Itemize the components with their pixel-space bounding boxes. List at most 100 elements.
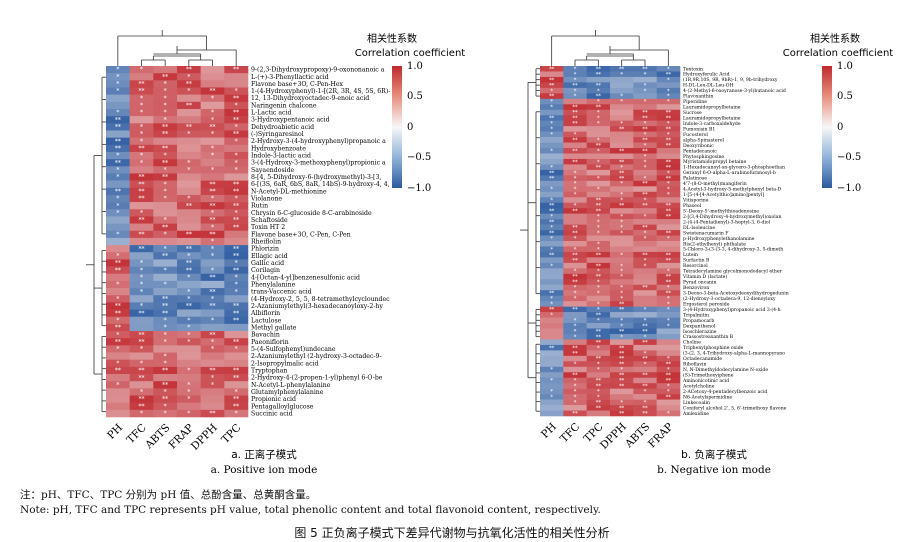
legend-title-en: Correlation coefficient bbox=[783, 48, 894, 59]
significance-mark: ** bbox=[642, 373, 648, 379]
significance-mark: ** bbox=[572, 159, 578, 165]
significance-mark: ** bbox=[619, 405, 625, 411]
heatmap-cell bbox=[153, 402, 178, 411]
significance-mark: ** bbox=[210, 368, 216, 375]
significance-mark: ** bbox=[162, 224, 168, 231]
row-label: Lutein bbox=[683, 252, 698, 258]
significance-mark: * bbox=[620, 121, 623, 127]
heatmap-cell bbox=[200, 123, 225, 131]
heatmap-cell bbox=[586, 328, 611, 335]
significance-mark: * bbox=[574, 395, 577, 401]
significance-mark: ** bbox=[619, 378, 625, 384]
significance-mark: * bbox=[211, 146, 214, 153]
row-label: Violanone bbox=[250, 196, 282, 203]
legend-title-cn: 相关性系数 bbox=[810, 32, 860, 45]
heatmap-cell bbox=[563, 306, 587, 313]
heatmap-cell bbox=[177, 137, 201, 146]
heatmap-cell bbox=[540, 366, 564, 373]
heatmap-cell bbox=[177, 173, 201, 181]
significance-mark: * bbox=[667, 99, 670, 105]
heatmap-cell bbox=[129, 173, 154, 181]
significance-mark: ** bbox=[210, 332, 216, 339]
heatmap-cell bbox=[200, 352, 225, 360]
significance-mark: ** bbox=[233, 224, 239, 231]
significance-mark: ** bbox=[596, 263, 602, 269]
heatmap-cell bbox=[224, 402, 249, 411]
heatmap-cell bbox=[586, 301, 611, 307]
heatmap-cell bbox=[563, 383, 587, 389]
heatmap-cell bbox=[610, 191, 634, 198]
significance-mark: * bbox=[667, 302, 670, 308]
significance-mark: * bbox=[574, 384, 577, 390]
significance-mark: * bbox=[620, 225, 623, 231]
heatmap-cell bbox=[563, 405, 587, 411]
row-label: Phlorizin bbox=[251, 246, 279, 253]
row-label: 3-Hydroxypentanoic acid bbox=[251, 117, 330, 124]
heatmap-cell bbox=[656, 333, 681, 340]
row-label: L-(+)-3-Phenyllactic acid bbox=[251, 74, 329, 81]
heatmap-cell bbox=[656, 158, 681, 165]
heatmap-cell bbox=[106, 209, 130, 217]
heatmap-cell bbox=[129, 237, 154, 246]
row-label: Sayaendoside bbox=[251, 167, 295, 174]
heatmap-cell bbox=[610, 66, 634, 72]
significance-mark: ** bbox=[139, 339, 145, 346]
heatmap-cell bbox=[586, 241, 611, 247]
heatmap-cell bbox=[153, 230, 178, 239]
heatmap-cell bbox=[153, 345, 178, 353]
significance-mark: ** bbox=[162, 131, 168, 138]
significance-mark: ** bbox=[666, 230, 672, 236]
significance-mark: ** bbox=[233, 368, 239, 375]
significance-mark: ** bbox=[549, 170, 555, 176]
significance-mark: ** bbox=[139, 332, 145, 339]
heatmap-cell bbox=[633, 104, 657, 111]
significance-mark: ** bbox=[233, 181, 239, 188]
heatmap-cell bbox=[129, 288, 154, 296]
significance-mark: ** bbox=[549, 230, 555, 236]
heatmap-cell bbox=[656, 219, 681, 225]
significance-mark: ** bbox=[596, 94, 602, 100]
heatmap-cell bbox=[656, 131, 681, 138]
significance-mark: * bbox=[550, 263, 553, 269]
significance-mark: * bbox=[620, 400, 623, 406]
heatmap-cell bbox=[106, 116, 130, 124]
colorbar-tick: 0 bbox=[837, 122, 843, 133]
row-label: 1-(4-Hydroxyphenyl)-1-[(2R, 3R, 4S, 5S, … bbox=[251, 88, 390, 95]
heatmap-cell bbox=[106, 302, 130, 310]
significance-mark: * bbox=[620, 285, 623, 291]
significance-mark: ** bbox=[210, 189, 216, 196]
heatmap-cell bbox=[610, 224, 634, 231]
significance-mark: * bbox=[211, 253, 214, 260]
significance-mark: * bbox=[644, 236, 647, 242]
row-label: Tryptophan bbox=[251, 367, 287, 374]
row-label: 2-[(3,4-Dihydroxy-4-hydroxymethyl)oxolan bbox=[683, 213, 781, 220]
significance-mark: ** bbox=[666, 373, 672, 379]
heatmap-cell bbox=[586, 361, 611, 368]
heatmap-cell bbox=[129, 402, 154, 411]
heatmap-cell bbox=[200, 359, 225, 368]
heatmap-cell bbox=[586, 295, 611, 302]
significance-mark: * bbox=[597, 159, 600, 165]
row-label: Tripalmitin bbox=[683, 312, 709, 318]
heatmap-cell bbox=[610, 169, 634, 176]
significance-mark: * bbox=[187, 332, 190, 339]
significance-mark: ** bbox=[233, 95, 239, 102]
heatmap-cell bbox=[224, 331, 249, 339]
heatmap-cell bbox=[224, 173, 249, 181]
heatmap-cell bbox=[633, 328, 657, 335]
significance-mark: * bbox=[550, 296, 553, 302]
heatmap-cell bbox=[586, 383, 611, 389]
caption-b-en: b. Negative ion mode bbox=[657, 464, 771, 476]
heatmap-cell bbox=[610, 306, 634, 313]
significance-mark: * bbox=[164, 325, 167, 332]
significance-mark: * bbox=[597, 291, 600, 297]
significance-mark: ** bbox=[139, 146, 145, 153]
heatmap-cell bbox=[586, 339, 611, 346]
heatmap-cell bbox=[106, 288, 130, 296]
heatmap-cell bbox=[153, 338, 178, 346]
row-label: 2-ACetoxy-4-pentadecylbenzoic acid bbox=[683, 389, 767, 395]
heatmap-cell bbox=[610, 372, 634, 379]
significance-mark: * bbox=[116, 153, 119, 160]
significance-mark: * bbox=[667, 88, 670, 94]
row-label: Naringenin chalcone bbox=[251, 102, 317, 109]
